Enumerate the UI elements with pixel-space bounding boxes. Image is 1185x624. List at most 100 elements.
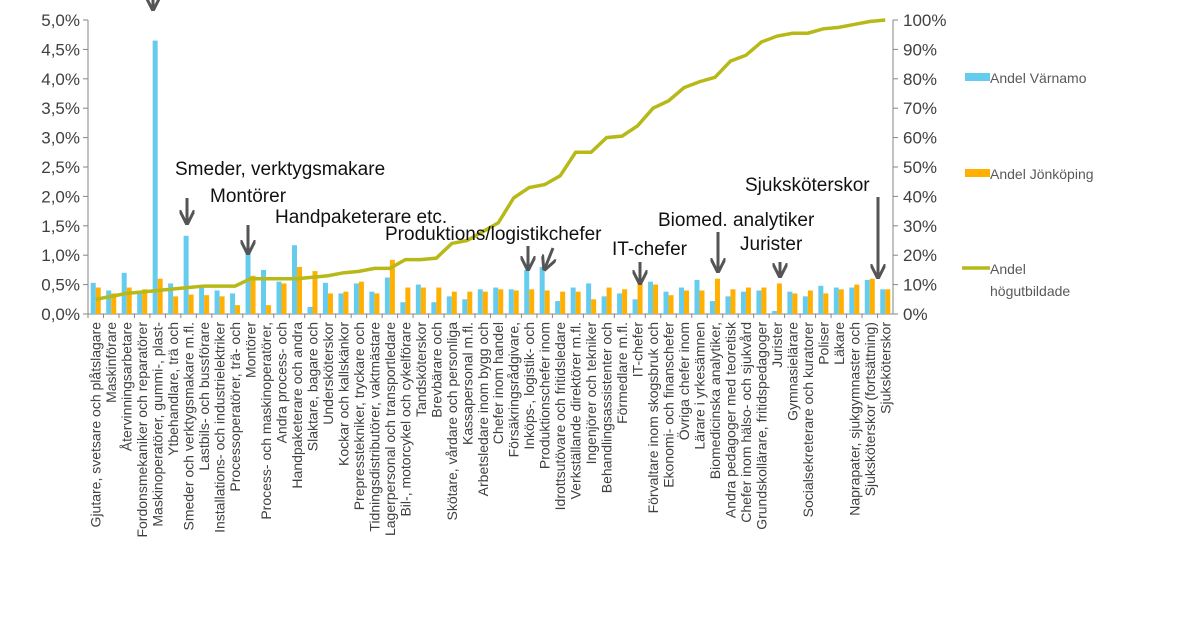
bar xyxy=(405,287,411,314)
x-tick-label: Förvaltare inom skogsbruk och xyxy=(645,322,661,513)
bar xyxy=(544,290,550,314)
x-tick-label: Montörer xyxy=(243,322,259,378)
y2-tick-label: 10% xyxy=(903,276,937,295)
y2-tick-label: 50% xyxy=(903,158,937,177)
y-tick-label: 5,0% xyxy=(41,11,80,30)
bar xyxy=(374,293,380,314)
x-tick-label: Jurister xyxy=(769,322,785,368)
bar xyxy=(106,290,112,314)
bar xyxy=(761,287,767,314)
bar xyxy=(353,283,359,314)
line xyxy=(95,18,886,302)
x-tick-label: Undersköterskor xyxy=(320,322,336,425)
bar xyxy=(343,291,349,314)
legend-swatch xyxy=(965,73,990,81)
bar xyxy=(493,287,499,314)
x-tick-label: Behandlingsassistenter och xyxy=(599,322,615,493)
x-tick-label: Naprapater, sjukgymnaster och xyxy=(846,322,862,516)
bar xyxy=(204,295,210,314)
bar xyxy=(885,289,891,314)
x-tick-label: Chefer inom handel xyxy=(490,322,506,444)
bar xyxy=(95,287,101,314)
x-tick-label: Andra process- och xyxy=(274,322,290,443)
y2-tick-label: 60% xyxy=(903,129,937,148)
y-tick-label: 4,0% xyxy=(41,70,80,89)
bar xyxy=(261,269,267,314)
x-tick-label: Lärare i yrkesämnen xyxy=(691,322,707,450)
y2-tick-label: 90% xyxy=(903,40,937,59)
bar xyxy=(513,290,519,314)
annotation: Produktions/logistikchefer xyxy=(385,224,602,245)
x-tick-label: Process- och maskinoperatörer, xyxy=(258,322,274,520)
bar xyxy=(199,287,205,314)
bar xyxy=(745,287,751,314)
bar xyxy=(854,284,860,314)
bar xyxy=(451,291,457,314)
x-tick-label: Förmedlare m.fl. xyxy=(614,322,630,424)
bar xyxy=(188,294,194,314)
y-tick-label: 3,0% xyxy=(41,129,80,148)
bar xyxy=(730,289,736,314)
bar xyxy=(322,282,328,314)
bar xyxy=(663,291,669,314)
bar xyxy=(586,283,592,314)
bar xyxy=(157,278,163,314)
x-tick-label: Gymnasielärare xyxy=(784,322,800,421)
x-tick-label: Sjuksköterskor (fortsättning) xyxy=(862,322,878,496)
y-tick-label: 2,5% xyxy=(41,158,80,177)
bar xyxy=(281,283,287,314)
bar xyxy=(384,277,390,314)
bar xyxy=(849,287,855,314)
bar xyxy=(173,296,179,314)
bar xyxy=(869,278,875,314)
arrow xyxy=(545,247,553,268)
x-tick-label: Maskinoperatörer, gummi-, plast- xyxy=(150,322,166,527)
bar xyxy=(823,293,829,314)
bar xyxy=(338,293,344,314)
legend-label: Andel Jönköping xyxy=(990,166,1094,182)
y2-tick-label: 100% xyxy=(903,11,946,30)
bar xyxy=(771,311,777,314)
bar xyxy=(560,291,566,314)
bar xyxy=(142,289,148,314)
bar xyxy=(508,289,514,314)
annotation: Sjuksköterskor xyxy=(745,175,870,196)
x-tick-label: IT-chefer xyxy=(630,322,646,378)
bar xyxy=(183,235,189,314)
bar xyxy=(389,259,395,314)
x-tick-label: Andra pedagoger med teoretisk xyxy=(722,321,738,518)
bar xyxy=(617,293,623,314)
bar xyxy=(792,293,798,314)
x-tick-label: Återvinningsarbetare xyxy=(119,322,135,451)
x-tick-label: Maskinförare xyxy=(103,322,119,403)
bar xyxy=(776,283,782,314)
bar xyxy=(838,289,844,314)
x-tick-label: Läkare xyxy=(831,322,847,365)
x-tick-label: Sjuksköterskor xyxy=(877,322,893,414)
bar xyxy=(446,296,452,314)
x-tick-label: Kassapersonal m.fl. xyxy=(459,322,475,445)
bar xyxy=(637,278,643,314)
bar xyxy=(756,290,762,314)
bar xyxy=(369,291,375,314)
x-tick-label: Grundskollärare, fritidspedagoger xyxy=(753,322,769,530)
bar xyxy=(740,291,746,314)
bar xyxy=(668,295,674,314)
x-tick-label: Prepresstekniker, tryckare och xyxy=(351,322,367,510)
bar xyxy=(126,287,132,314)
x-tick-label: Lastbils- och bussförare xyxy=(196,322,212,471)
bar xyxy=(524,269,530,314)
x-tick-label: Idrottsutövare och fritidsledare xyxy=(552,322,568,511)
bar xyxy=(152,40,158,315)
bar xyxy=(653,284,659,314)
x-tick-label: Ytbehandlare, trä och xyxy=(165,322,181,456)
y2-tick-label: 70% xyxy=(903,99,937,118)
bar xyxy=(276,281,282,314)
x-tick-label: Tidningsdistributörer, vaktmästare xyxy=(366,322,382,532)
bar xyxy=(714,278,720,314)
bar xyxy=(833,287,839,314)
annotation: Smeder, verktygsmakare xyxy=(175,159,385,180)
x-tick-label: Smeder och verktygsmakare m.fl. xyxy=(181,322,197,531)
y-tick-label: 1,0% xyxy=(41,246,80,265)
